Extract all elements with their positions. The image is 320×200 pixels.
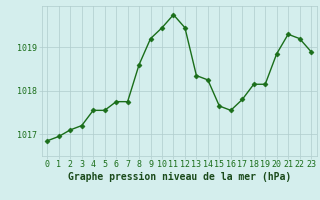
X-axis label: Graphe pression niveau de la mer (hPa): Graphe pression niveau de la mer (hPa): [68, 172, 291, 182]
